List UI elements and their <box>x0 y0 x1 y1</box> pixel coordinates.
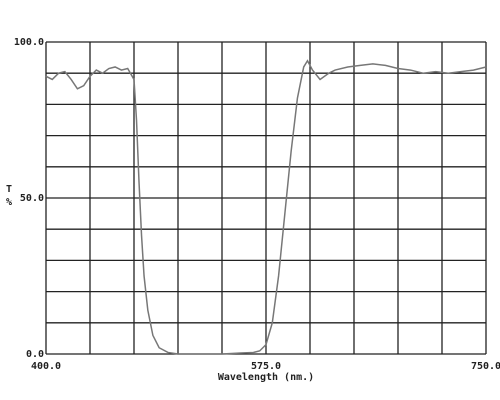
spectrum-line <box>45 59 487 355</box>
y-label-top: T <box>6 184 12 195</box>
y-tick-label: 0.0 <box>26 349 44 360</box>
x-tick-label: 575.0 <box>251 361 281 372</box>
x-tick-label: 400.0 <box>31 361 61 372</box>
y-label-bottom: % <box>6 197 12 208</box>
x-label: Wavelength (nm.) <box>218 372 314 383</box>
x-tick-label: 750.0 <box>471 361 500 372</box>
y-tick-label: 100.0 <box>14 37 44 48</box>
y-tick-label: 50.0 <box>20 193 44 204</box>
